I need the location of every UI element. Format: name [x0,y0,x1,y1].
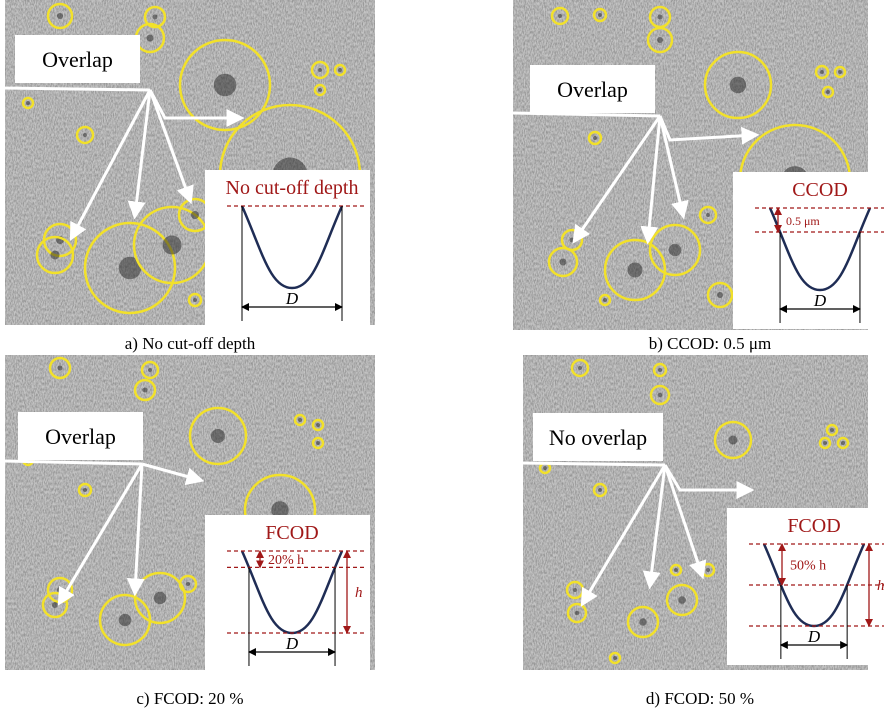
inset-title: FCOD [787,515,840,537]
height-label: h [877,578,884,594]
pit-core [57,13,63,19]
inset-title: FCOD [265,522,318,544]
pit-core [186,582,190,586]
pit-core [669,244,682,257]
pit-core [26,101,30,105]
figure: Overlap No cut-off depth Da) No cut-off de… [0,0,884,710]
pit-core [148,368,152,372]
pit-core [613,656,617,660]
pit-core [298,418,302,422]
pit-core [543,466,547,470]
pit-core [558,14,562,18]
pit-core [573,588,577,592]
width-label: D [813,291,827,310]
pit-core [678,596,686,604]
pit-core [318,88,322,92]
pit-core [658,368,662,372]
pit-core [316,441,320,445]
panel: Overlap CCOD D 0.5 μm b) CCOD: 0.5 μm [513,0,884,353]
pit-core [191,211,199,219]
pit-core [83,488,87,492]
pit-core [830,428,834,432]
pit-core [823,441,827,445]
panel-caption: c) FCOD: 20 % [136,689,243,708]
pit-core [729,436,738,445]
panel-caption: a) No cut-off depth [125,334,256,353]
inset-title: CCOD [792,179,848,201]
callout-label: No overlap [549,425,647,450]
pit-core [143,388,148,393]
pit-core [52,602,58,608]
pit-core [570,238,575,243]
cut-off-label: 0.5 μm [786,214,820,228]
pit-core [658,15,663,20]
pit-core [706,213,710,217]
pit-core [58,366,63,371]
panel: No overlap FCOD D 50% h h d) FCOD: 50 % [523,355,884,708]
pit-core [193,298,197,302]
callout-line [523,463,665,465]
callout-label: Overlap [45,424,116,449]
width-label: D [807,627,821,646]
pit-core [578,366,582,370]
pit-core [639,618,647,626]
panel-caption: b) CCOD: 0.5 μm [649,334,771,353]
pit-core [826,90,830,94]
pit-core [153,15,158,20]
pit-core [658,393,663,398]
pit-core [657,37,663,43]
pit-core [318,68,322,72]
width-label: D [285,289,299,308]
cut-off-label: 20% h [268,553,304,568]
pit-core [838,70,842,74]
callout-label: Overlap [557,77,628,102]
pit-core [598,13,602,17]
panel: Overlap No cut-off depth Da) No cut-off de… [5,0,375,353]
width-label: D [285,634,299,653]
pit-core [51,251,60,260]
cut-off-label: 50% h [790,559,826,574]
pit-core [119,614,132,627]
pit-core [717,292,723,298]
pit-core [560,259,567,266]
pit-core [598,488,602,492]
pit-core [841,441,845,445]
pit-core [316,423,320,427]
pit-core [338,68,342,72]
pit-core [83,133,87,137]
pit-core [575,611,580,616]
panel-caption: d) FCOD: 50 % [646,689,754,708]
pit-core [147,35,154,42]
pit-core [163,236,182,255]
callout-line [5,88,150,90]
pit-core [730,77,747,94]
pit-core [211,429,225,443]
pit-core [820,70,824,74]
pit-core [674,568,678,572]
pit-core [628,263,643,278]
inset-title: No cut-off depth [226,177,359,199]
pit-core [706,568,710,572]
callout-label: Overlap [42,47,113,72]
pit-core [214,74,237,97]
height-label: h [355,585,363,601]
pit-core [154,592,167,605]
pit-core [593,136,597,140]
pit-core [603,298,607,302]
panel: Overlap FCOD D 20% h h c) FCOD: 20 % [5,355,375,708]
